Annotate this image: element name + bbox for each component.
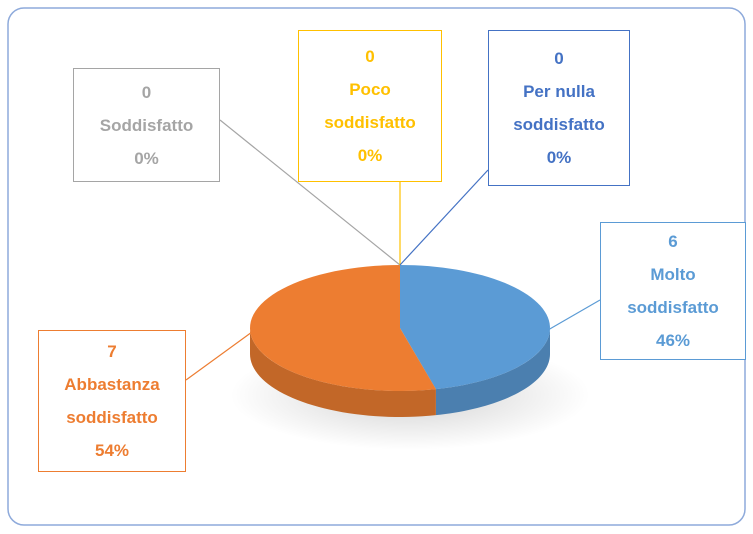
data-label-category: Poco soddisfatto — [324, 80, 416, 132]
data-label-category: Soddisfatto — [99, 115, 194, 135]
leader-line — [547, 299, 601, 331]
pie-slice-side — [250, 328, 436, 417]
leader-line — [219, 119, 401, 266]
data-label-box: 6 Molto soddisfatto 46% — [600, 222, 746, 360]
data-label-value: 0 — [141, 82, 152, 102]
data-label-value: 0 — [365, 47, 375, 66]
leader-line — [399, 169, 489, 266]
data-label-percent: 0% — [357, 146, 383, 165]
data-label-percent: 0% — [134, 148, 159, 168]
pie-slice — [250, 265, 436, 391]
leader-line — [185, 331, 253, 381]
data-label-box: 0 Soddisfatto 0% — [73, 68, 220, 182]
data-label-percent: 0% — [546, 148, 572, 167]
pie-slice-side — [435, 328, 550, 416]
data-label-value: 6 — [668, 232, 678, 251]
data-label-box: 0 Poco soddisfatto 0% — [298, 30, 442, 182]
data-label-category: Abbastanza soddisfatto — [64, 375, 160, 427]
data-label-percent: 54% — [94, 441, 130, 460]
data-label-value: 0 — [554, 49, 564, 68]
pie-slice — [400, 265, 550, 390]
data-label-value: 7 — [107, 342, 117, 361]
data-label-category: Molto soddisfatto — [627, 265, 719, 317]
data-label-box: 0 Per nulla soddisfatto 0% — [488, 30, 630, 186]
data-label-category: Per nulla soddisfatto — [513, 82, 605, 134]
data-label-percent: 46% — [655, 331, 691, 350]
data-label-box: 7 Abbastanza soddisfatto 54% — [38, 330, 186, 472]
